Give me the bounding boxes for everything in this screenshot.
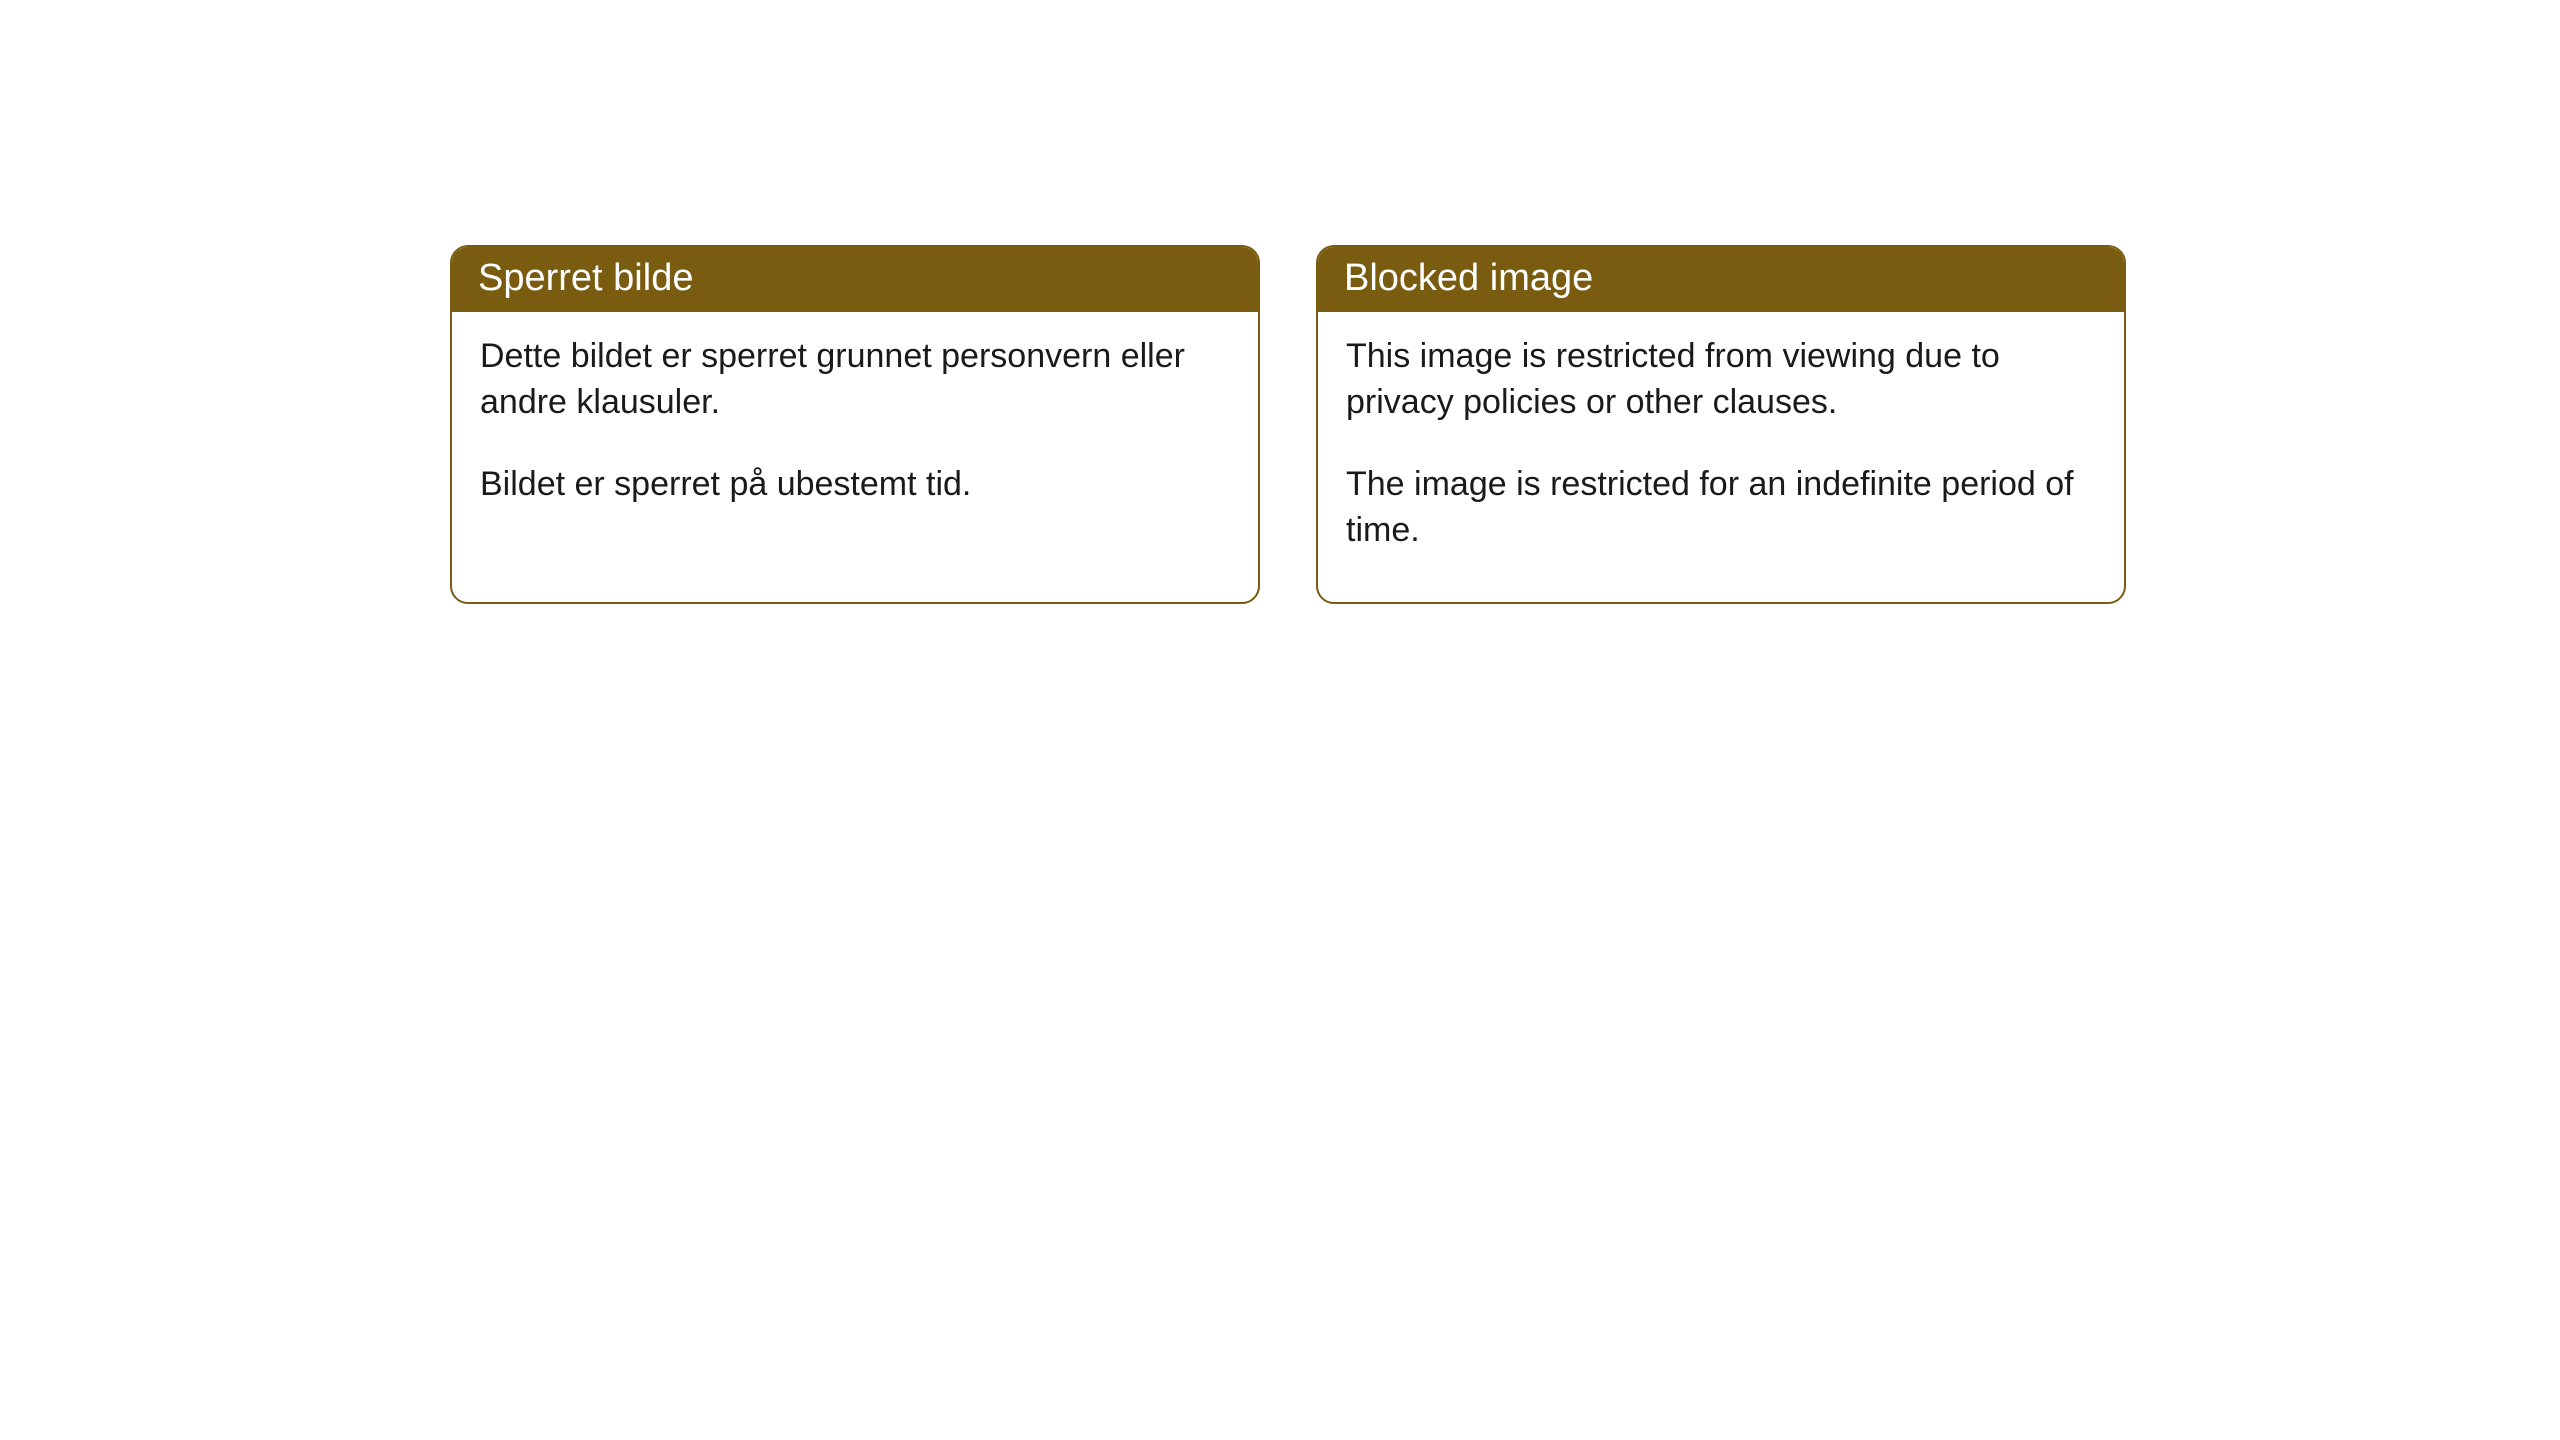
card-body-no: Dette bildet er sperret grunnet personve… bbox=[452, 312, 1258, 556]
notice-cards-container: Sperret bilde Dette bildet er sperret gr… bbox=[450, 245, 2126, 604]
card-header-no: Sperret bilde bbox=[452, 247, 1258, 312]
card-text-en-2: The image is restricted for an indefinit… bbox=[1346, 462, 2096, 554]
card-text-no-2: Bildet er sperret på ubestemt tid. bbox=[480, 462, 1230, 508]
card-header-en: Blocked image bbox=[1318, 247, 2124, 312]
blocked-image-card-en: Blocked image This image is restricted f… bbox=[1316, 245, 2126, 604]
card-text-en-1: This image is restricted from viewing du… bbox=[1346, 334, 2096, 426]
card-body-en: This image is restricted from viewing du… bbox=[1318, 312, 2124, 602]
card-text-no-1: Dette bildet er sperret grunnet personve… bbox=[480, 334, 1230, 426]
blocked-image-card-no: Sperret bilde Dette bildet er sperret gr… bbox=[450, 245, 1260, 604]
